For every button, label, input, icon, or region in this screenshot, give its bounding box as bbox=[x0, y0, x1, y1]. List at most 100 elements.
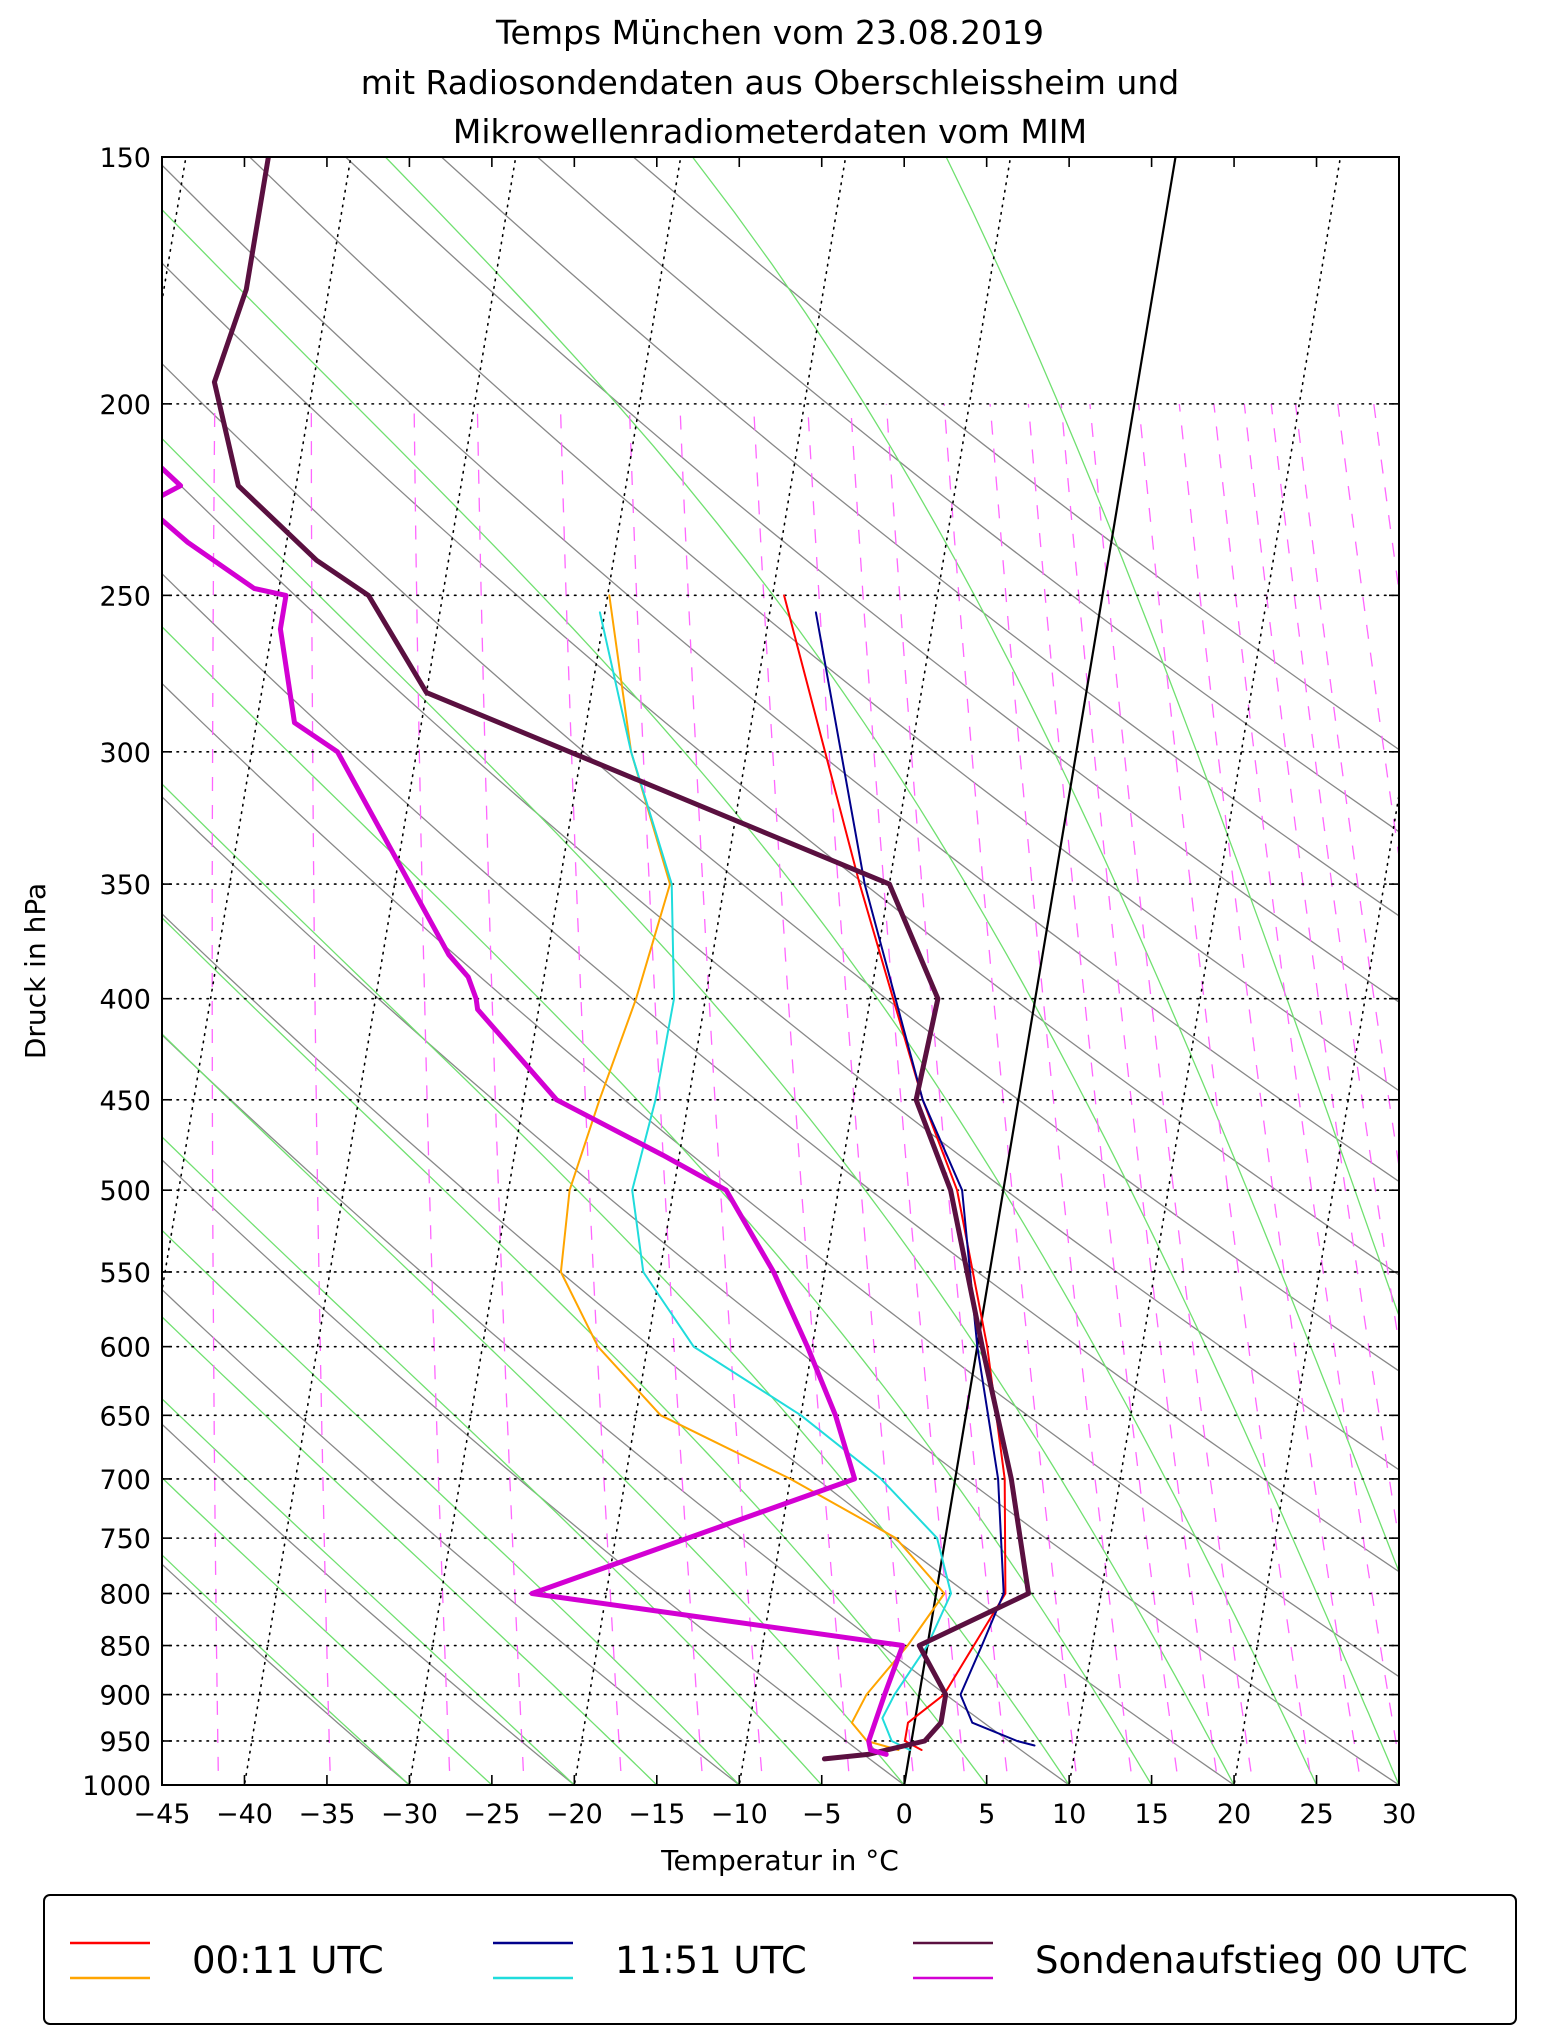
dry-adiabat-line bbox=[162, 1563, 411, 1785]
isotherm-line bbox=[738, 157, 1012, 1785]
moist-adiabat-line bbox=[384, 157, 1399, 1785]
isotherm-line bbox=[1233, 790, 1399, 1785]
y-axis-label: Druck in hPa bbox=[19, 883, 52, 1059]
x-tick-label: −35 bbox=[298, 1799, 355, 1830]
y-tick-label: 150 bbox=[99, 143, 151, 174]
legend-frame bbox=[43, 1894, 1517, 2025]
legend-label: 11:51 UTC bbox=[615, 1939, 807, 1982]
chart-title-line-2: mit Radiosondendaten aus Oberschleisshei… bbox=[361, 63, 1179, 102]
plot-frame bbox=[161, 156, 1400, 1786]
dry-adiabat-line bbox=[162, 262, 1399, 1276]
moist-adiabat-line bbox=[162, 916, 988, 1785]
x-tick-label: −15 bbox=[628, 1799, 685, 1830]
mixing-ratio-line bbox=[806, 403, 915, 1785]
mixing-ratio-line bbox=[628, 403, 704, 1785]
moist-adiabat-line bbox=[162, 1397, 576, 1785]
mixing-ratio-line bbox=[211, 403, 220, 1785]
x-axis-label: Temperatur in °C bbox=[660, 1844, 899, 1877]
moist-adiabat-line bbox=[162, 208, 1318, 1785]
mixing-ratio-line bbox=[310, 403, 332, 1785]
x-tick-label: −10 bbox=[711, 1799, 768, 1830]
moist-adiabat-line bbox=[162, 1136, 823, 1785]
moist-adiabat-line bbox=[162, 1316, 658, 1785]
dry-adiabat-line bbox=[162, 795, 1399, 1785]
mixing-ratio-line bbox=[989, 403, 1134, 1785]
dry-adiabat-line bbox=[344, 157, 1399, 1003]
y-tick-label: 500 bbox=[99, 1176, 151, 1207]
y-tick-label: 750 bbox=[99, 1524, 151, 1555]
isotherm-line bbox=[573, 157, 847, 1785]
x-tick-label: −45 bbox=[134, 1799, 191, 1830]
isotherm-line bbox=[408, 157, 682, 1785]
mixing-ratio-line bbox=[1243, 403, 1399, 1544]
series-line-6-dewpoint bbox=[162, 464, 906, 1757]
moist-adiabat-line bbox=[162, 1554, 411, 1785]
y-tick-label: 550 bbox=[99, 1258, 151, 1289]
y-tick-label: 400 bbox=[99, 985, 151, 1016]
dry-adiabat-line bbox=[440, 157, 1399, 917]
x-tick-label: −5 bbox=[802, 1799, 842, 1830]
series-line-2-dewpoint bbox=[559, 594, 946, 1751]
mixing-ratio-line bbox=[1294, 403, 1399, 1171]
y-tick-label: 900 bbox=[99, 1681, 151, 1712]
y-tick-label: 800 bbox=[99, 1580, 151, 1611]
mixing-ratio-line bbox=[752, 403, 851, 1785]
dry-adiabat-line bbox=[162, 362, 1399, 1372]
legend-label: Sondenaufstieg 00 UTC bbox=[1035, 1939, 1468, 1982]
isotherm-line bbox=[243, 157, 517, 1785]
mixing-ratio-line bbox=[679, 403, 764, 1785]
legend-label: 00:11 UTC bbox=[192, 1939, 384, 1982]
series-lines bbox=[162, 157, 1036, 1762]
moist-adiabat-line bbox=[162, 1229, 741, 1785]
isotherm-line bbox=[162, 157, 352, 1296]
series-line-5-temperature bbox=[211, 157, 1031, 1762]
dry-adiabat-line bbox=[162, 164, 1399, 1183]
moist-adiabat-line bbox=[691, 157, 1399, 1574]
mixing-ratio-line bbox=[849, 403, 967, 1785]
isotherm-line bbox=[1068, 157, 1342, 1785]
mixing-ratio-line bbox=[885, 403, 1010, 1785]
y-tick-label: 350 bbox=[99, 870, 151, 901]
x-tick-label: −40 bbox=[216, 1799, 273, 1830]
x-tick-label: 10 bbox=[1052, 1799, 1086, 1830]
chart-title-line-1: Temps München vom 23.08.2019 bbox=[495, 13, 1044, 52]
x-tick-label: 20 bbox=[1217, 1799, 1251, 1830]
background-lines bbox=[162, 157, 1399, 1785]
mixing-ratio-line bbox=[1337, 403, 1399, 861]
y-tick-label: 700 bbox=[99, 1465, 151, 1496]
x-tick-label: 5 bbox=[978, 1799, 995, 1830]
mixing-ratio-line bbox=[559, 403, 623, 1785]
y-tick-label: 650 bbox=[99, 1401, 151, 1432]
y-tick-label: 850 bbox=[99, 1632, 151, 1663]
dry-adiabat-line bbox=[632, 157, 1399, 751]
mixing-ratio-line bbox=[1178, 403, 1362, 1785]
x-tick-label: 25 bbox=[1299, 1799, 1333, 1830]
x-tick-label: 15 bbox=[1134, 1799, 1168, 1830]
dry-adiabat-line bbox=[162, 1288, 741, 1785]
dry-adiabat-line bbox=[162, 682, 1399, 1678]
dry-adiabat-line bbox=[162, 1423, 576, 1785]
mixing-ratio-line bbox=[1060, 403, 1219, 1785]
legend: 00:11 UTC 11:51 UTC Sondenaufstieg 00 UTC bbox=[43, 1894, 1517, 2025]
mixing-ratio-line bbox=[1089, 403, 1254, 1785]
y-tick-label: 450 bbox=[99, 1086, 151, 1117]
dry-adiabat-line bbox=[536, 157, 1399, 833]
dry-adiabat-line bbox=[162, 466, 1399, 1471]
y-tick-label: 250 bbox=[99, 581, 151, 612]
x-tick-label: −30 bbox=[381, 1799, 438, 1830]
y-tick-label: 1000 bbox=[82, 1771, 151, 1802]
moist-adiabat-line bbox=[162, 1033, 906, 1785]
moist-adiabat-line bbox=[162, 1476, 493, 1785]
axis-ticks: −45 −40 −35 −30 −25 −20 −15 −10 −5 0 5 10 15 20 25 30 15… bbox=[82, 143, 1416, 1830]
dry-adiabat-line bbox=[162, 912, 1236, 1785]
x-tick-label: 30 bbox=[1382, 1799, 1416, 1830]
mixing-ratio-line bbox=[476, 403, 525, 1785]
moist-adiabat-line bbox=[162, 437, 1235, 1785]
grid bbox=[162, 157, 1399, 1785]
y-tick-label: 200 bbox=[99, 390, 151, 421]
series-line-1-temperature bbox=[783, 594, 1007, 1751]
mixing-ratio-line bbox=[1138, 403, 1313, 1785]
y-tick-label: 950 bbox=[99, 1727, 151, 1758]
isotherm-line bbox=[1398, 1780, 1399, 1785]
mixing-ratio-line bbox=[413, 403, 451, 1785]
